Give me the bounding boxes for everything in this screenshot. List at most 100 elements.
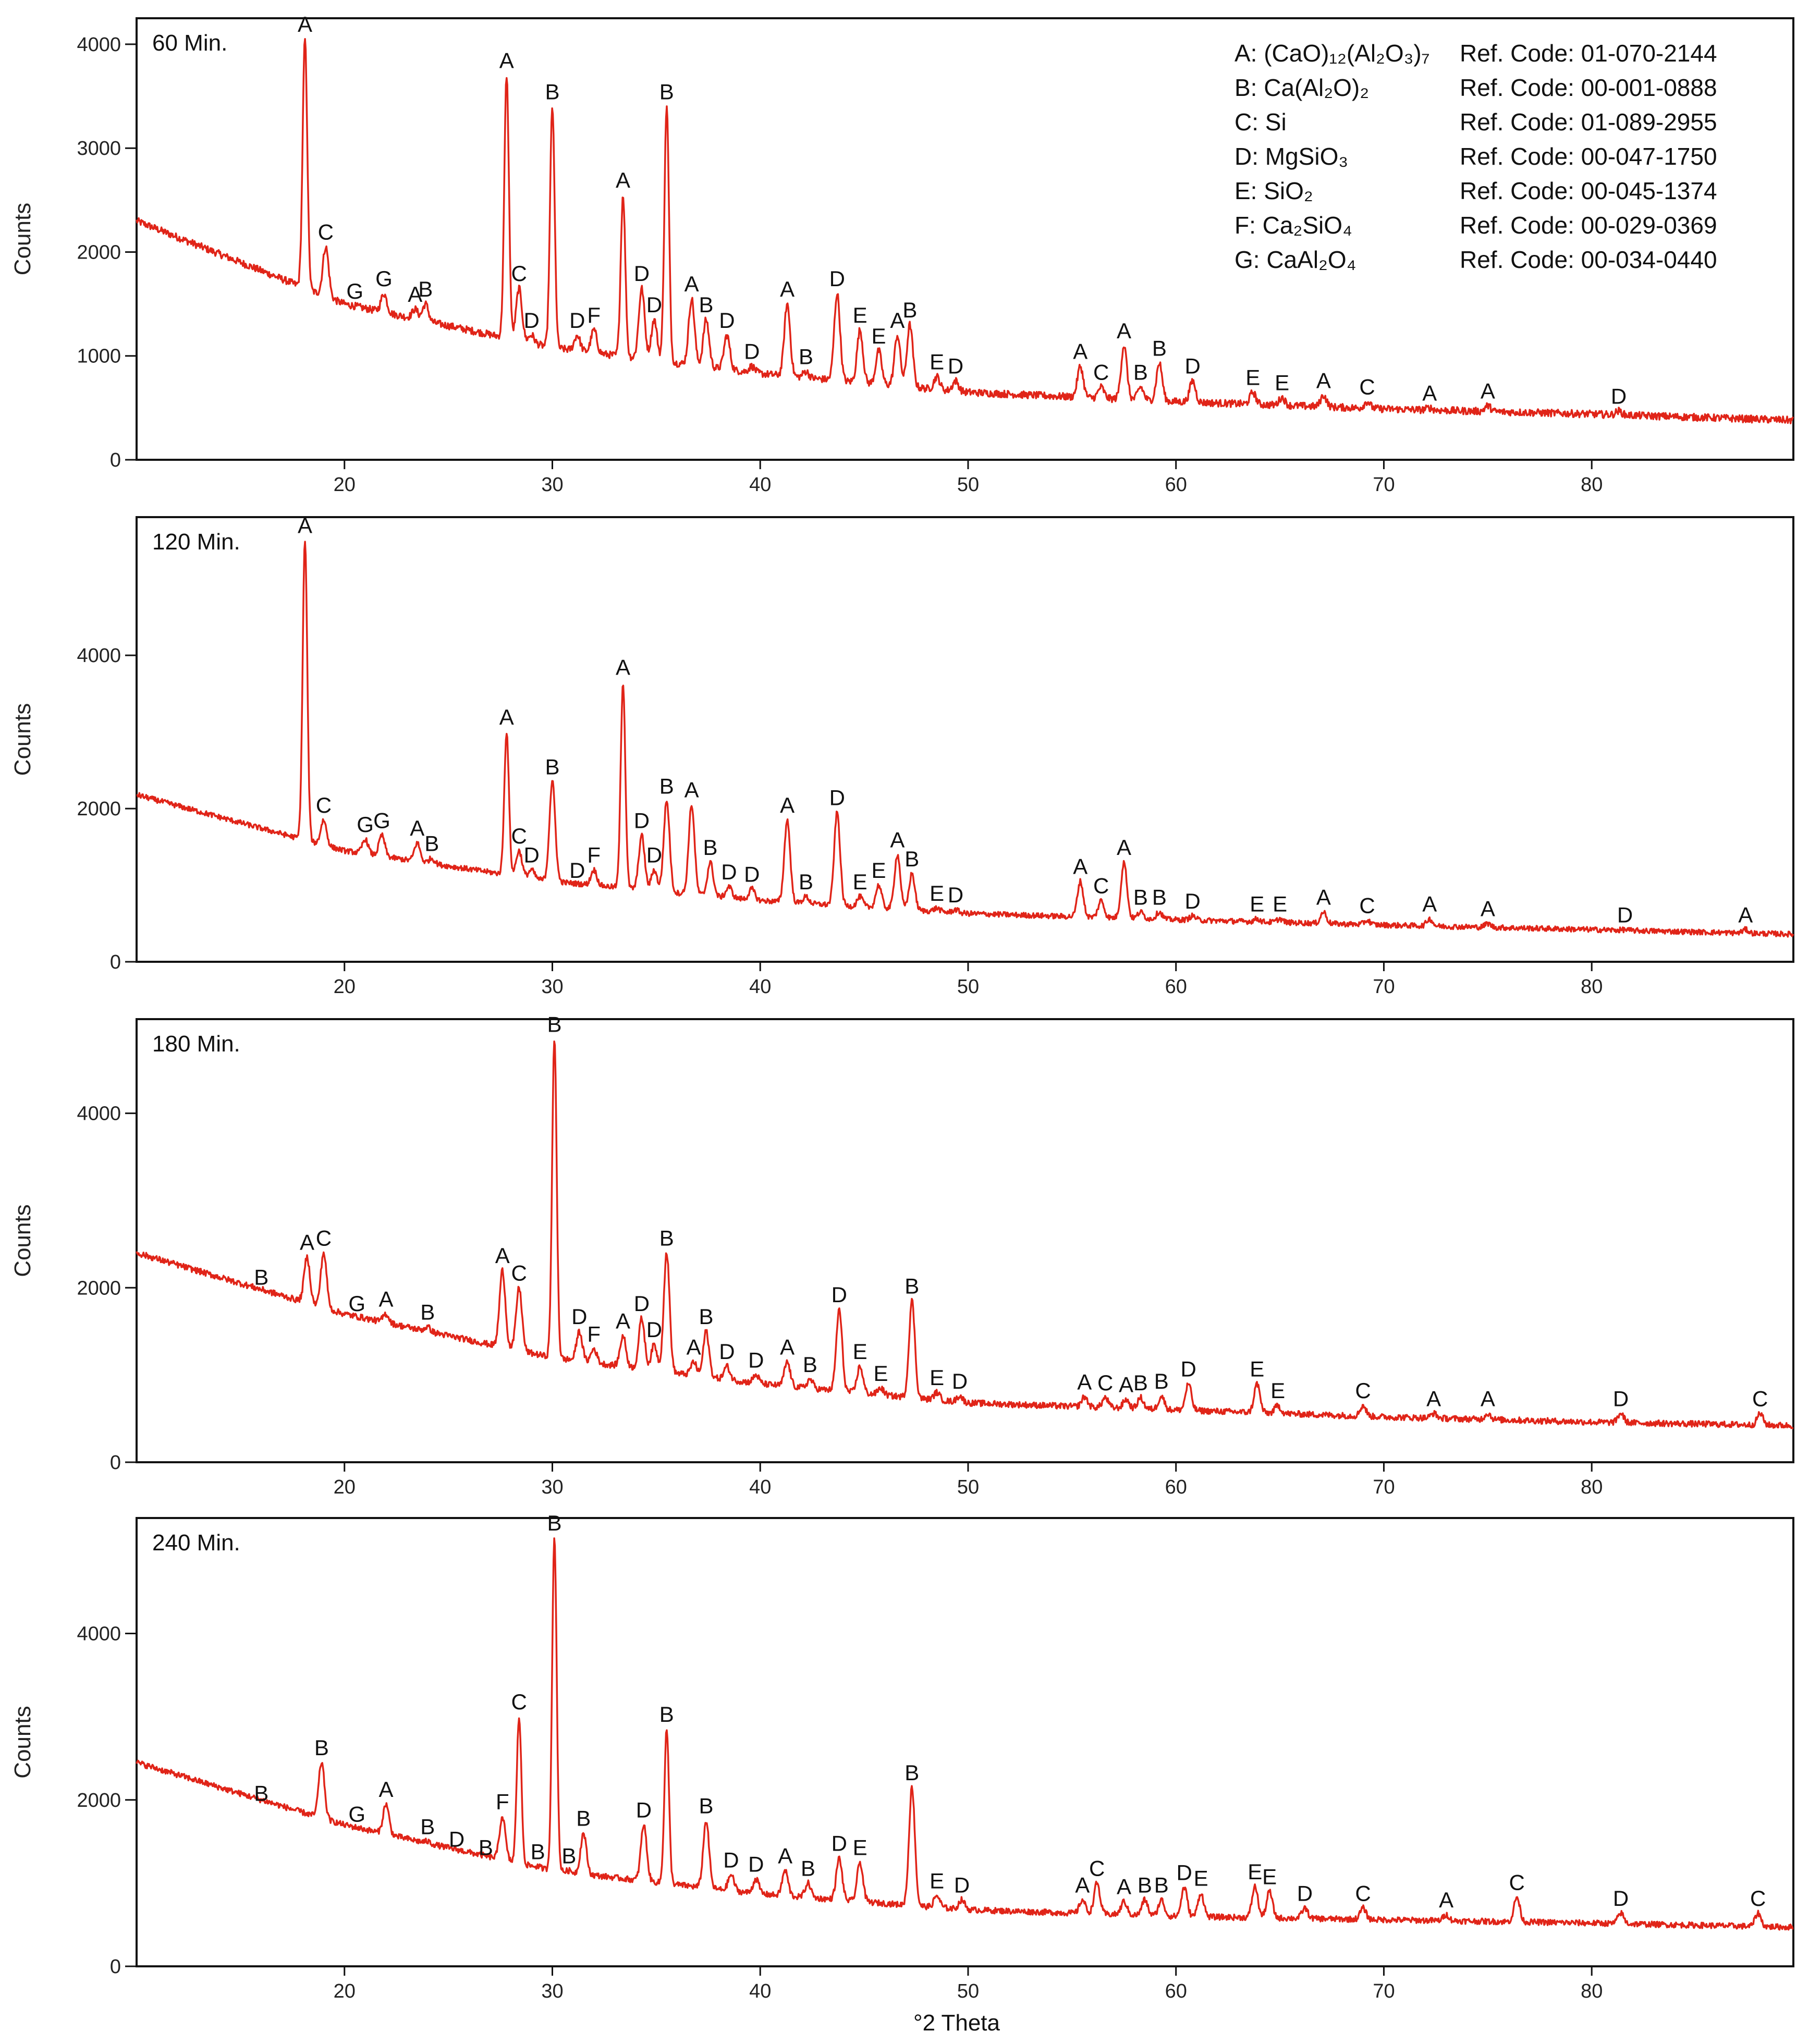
x-tick-label: 60	[1165, 976, 1187, 998]
peak-label: A	[1481, 897, 1495, 921]
y-tick-label: 4000	[77, 34, 121, 56]
peak-label: A	[410, 816, 424, 840]
peak-label: E	[1275, 370, 1289, 395]
peak-label: B	[1138, 1872, 1152, 1897]
x-tick-label: 70	[1373, 474, 1395, 496]
y-axis-title: Counts	[10, 703, 35, 776]
peak-label: B	[799, 870, 813, 894]
x-tick-label: 40	[749, 976, 771, 998]
peak-label: B	[531, 1839, 545, 1864]
peak-label: A	[685, 778, 699, 802]
y-tick-label: 1000	[77, 346, 121, 368]
peak-label: D	[646, 1317, 662, 1342]
peak-label: E	[872, 324, 886, 348]
peak-label: F	[587, 303, 601, 327]
x-tick-label: 70	[1373, 1980, 1395, 2002]
peak-label: B	[547, 1511, 561, 1535]
peak-label: D	[954, 1872, 970, 1897]
peak-label: E	[1273, 892, 1287, 916]
peak-label: A	[687, 1335, 701, 1360]
peak-label: E	[930, 881, 944, 905]
peak-label: D	[723, 1847, 739, 1872]
peak-label: B	[659, 79, 674, 104]
diffraction-trace	[136, 1040, 1794, 1429]
peak-label: D	[1180, 1356, 1196, 1381]
peak-label: D	[634, 1291, 650, 1316]
peak-label: D	[832, 1282, 847, 1307]
legend-ref-code: Ref. Code: 00-029-0369	[1460, 212, 1717, 239]
y-tick-label: 2000	[77, 1790, 121, 1812]
peak-label: C	[511, 1260, 527, 1285]
peak-label: B	[699, 1304, 714, 1329]
x-tick-label: 20	[334, 1476, 356, 1498]
peak-label: D	[829, 266, 845, 291]
peak-label: D	[952, 1369, 968, 1393]
peak-label: A	[1316, 368, 1331, 393]
legend-phase: D: MgSiO₃	[1234, 143, 1348, 170]
peak-label: A	[1422, 892, 1437, 916]
peak-label: C	[318, 220, 334, 244]
x-tick-label: 80	[1581, 474, 1603, 496]
peak-label: B	[801, 1856, 815, 1880]
plot-frame	[136, 1018, 1794, 1463]
peak-label: E	[1250, 1356, 1264, 1381]
x-tick-label: 30	[541, 474, 563, 496]
peak-label: D	[523, 843, 539, 867]
peak-label: C	[1093, 360, 1109, 385]
x-tick-label: 50	[957, 976, 979, 998]
peak-label: D	[569, 308, 585, 333]
peak-label: C	[1355, 1378, 1371, 1403]
peak-label: B	[420, 1300, 435, 1325]
x-tick-label: 30	[541, 976, 563, 998]
x-tick-label: 40	[749, 1476, 771, 1498]
panel-title: 180 Min.	[152, 1031, 240, 1057]
peak-label: B	[1133, 1370, 1148, 1395]
peak-label: D	[1617, 902, 1633, 927]
peak-label: A	[890, 308, 905, 333]
x-tick-label: 60	[1165, 1476, 1187, 1498]
peak-label: E	[1270, 1378, 1285, 1403]
peak-label: B	[803, 1352, 817, 1377]
y-tick-label: 0	[110, 951, 121, 973]
peak-label: F	[587, 843, 601, 867]
peak-label: D	[1613, 1886, 1629, 1911]
peak-label: B	[1152, 885, 1167, 909]
x-tick-label: 20	[334, 474, 356, 496]
peak-label: B	[659, 1226, 674, 1250]
peak-label: A	[495, 1243, 510, 1268]
peak-label: D	[1184, 354, 1200, 378]
peak-label: A	[1439, 1888, 1453, 1912]
x-tick-label: 30	[541, 1476, 563, 1498]
peak-label: E	[1250, 892, 1264, 916]
y-axis-title: Counts	[10, 1706, 35, 1778]
peak-label: A	[1119, 1373, 1133, 1397]
peak-label: D	[1613, 1386, 1629, 1411]
peak-label: E	[853, 303, 867, 327]
y-axis-title: Counts	[10, 203, 35, 275]
peak-label: D	[634, 809, 650, 833]
peak-label: A	[616, 168, 630, 192]
peak-label: D	[721, 860, 737, 884]
x-tick-label: 80	[1581, 1980, 1603, 2002]
peak-label: A	[1117, 835, 1131, 860]
peak-label: A	[685, 272, 699, 296]
peak-label: A	[378, 1287, 393, 1312]
peak-label: E	[853, 1835, 867, 1859]
peak-label: B	[420, 1815, 435, 1839]
y-tick-label: 3000	[77, 138, 121, 160]
y-tick-label: 2000	[77, 798, 121, 820]
y-tick-label: 2000	[77, 241, 121, 263]
peak-label: B	[418, 277, 433, 301]
peak-label: B	[659, 1702, 674, 1727]
y-tick-label: 4000	[77, 1103, 121, 1125]
legend-phase: E: SiO₂	[1234, 177, 1313, 204]
peak-label: B	[902, 298, 917, 322]
peak-label: C	[511, 824, 527, 848]
peak-label: B	[1152, 336, 1167, 361]
legend-phase: C: Si	[1234, 108, 1287, 136]
peak-label: D	[948, 354, 963, 378]
peak-label: B	[1154, 1369, 1169, 1393]
legend-phase: A: (CaO)₁₂(Al₂O₃)₇	[1234, 40, 1430, 67]
x-tick-label: 60	[1165, 1980, 1187, 2002]
